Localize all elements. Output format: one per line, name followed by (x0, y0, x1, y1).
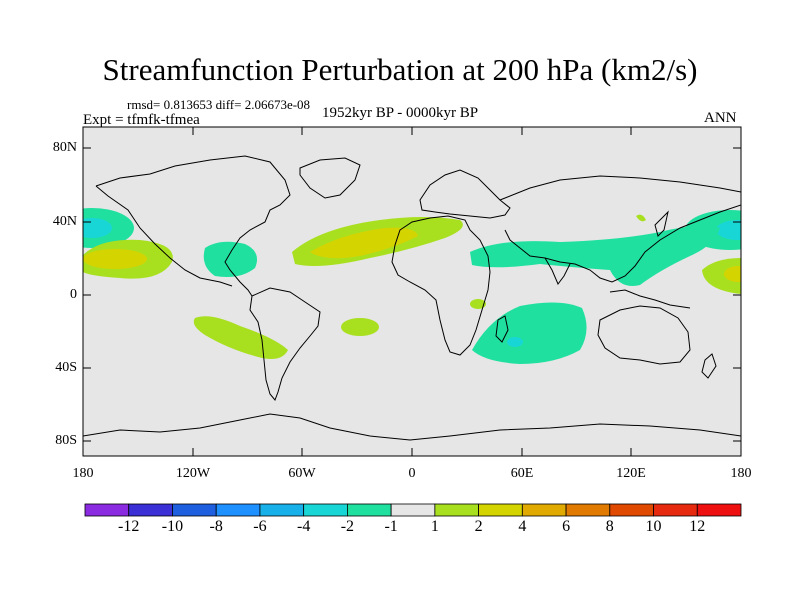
colorbar-swatch (346, 503, 392, 517)
new-zealand (701, 353, 717, 379)
colorbar-label: 12 (689, 518, 706, 535)
india (544, 257, 571, 285)
south-america (249, 287, 321, 401)
lon-label-60w: 60W (288, 466, 316, 481)
e-pacific-positive-core (83, 249, 147, 269)
colorbar-swatch (84, 503, 130, 517)
colorbar-label: -8 (209, 518, 223, 535)
colorbar-swatch (653, 503, 698, 517)
colorbar-swatch (565, 503, 611, 517)
lon-label-60e: 60E (510, 466, 534, 481)
ne-pacific-negative-core (83, 218, 112, 238)
plot-title: Streamfunction Perturbation at 200 hPa (… (102, 52, 698, 87)
colorbar-label: -4 (296, 518, 311, 535)
axis-ticks (82, 127, 742, 456)
lat-label-0: 0 (70, 287, 77, 302)
colorbar-swatch (172, 503, 217, 517)
europe (419, 169, 511, 219)
north-america-west-coast (95, 185, 233, 287)
colorbar-label: 10 (645, 518, 662, 535)
n-atlantic-positive-core (310, 227, 418, 259)
contour-fields (83, 155, 741, 441)
colorbar-swatch (259, 503, 305, 517)
colorbar-label: 1 (430, 518, 439, 535)
season-label: ANN (704, 110, 737, 126)
s-indian-negative (472, 302, 587, 364)
lat-label-80n: 80N (52, 140, 77, 155)
colorbar-swatch (303, 503, 348, 517)
lon-label-120w: 120W (175, 466, 211, 481)
colorbar-label: -10 (161, 518, 184, 535)
w-pacific-negative-core (716, 220, 741, 240)
colorbar-swatch (434, 503, 480, 517)
asia-negative-band (470, 225, 720, 286)
asia (499, 175, 741, 283)
colorbar-label: 8 (605, 518, 614, 535)
s-indian-negative-core (507, 337, 523, 347)
greenland (299, 157, 361, 199)
maritime-se-asia (609, 289, 691, 309)
colorbar-swatch (478, 503, 523, 517)
coastlines (83, 155, 741, 441)
colorbar-label: 2 (474, 518, 483, 535)
lat-label-40n: 40N (52, 214, 77, 229)
s-atlantic-positive (341, 318, 379, 336)
lon-label-180e: 180 (730, 466, 752, 481)
colorbar-swatch (609, 503, 654, 517)
caribbean-negative (203, 241, 258, 277)
lat-label-40s: 40S (55, 360, 77, 375)
lon-label-0: 0 (408, 466, 416, 481)
colorbar-label: -6 (253, 518, 267, 535)
period-label: 1952kyr BP - 0000kyr BP (322, 105, 479, 121)
north-america-coast (95, 155, 291, 297)
colorbar-swatch (215, 503, 261, 517)
experiment-label: Expt = tfmfk-tfmea (83, 112, 200, 128)
colorbar (84, 503, 742, 517)
colorbar-label: 6 (562, 518, 571, 535)
africa (391, 215, 491, 356)
colorbar-label: -1 (384, 518, 398, 535)
colorbar-label: 4 (518, 518, 527, 535)
colorbar-label: -2 (340, 518, 355, 535)
australia (597, 305, 691, 365)
colorbar-swatch (128, 503, 173, 517)
lon-label-180w: 180 (72, 466, 94, 481)
lat-label-80s: 80S (55, 433, 77, 448)
e-africa-positive (470, 299, 486, 309)
japan (654, 210, 669, 237)
stats-text: rmsd= 0.813653 diff= 2.06673e-08 (127, 97, 311, 112)
japan-positive (636, 214, 646, 222)
antarctica (83, 413, 741, 441)
colorbar-swatch (696, 503, 742, 517)
colorbar-swatch (390, 503, 436, 517)
colorbar-swatch (521, 503, 567, 517)
map-background (83, 127, 741, 456)
colorbar-label: -12 (118, 518, 140, 535)
central-pacific-positive-core (724, 266, 741, 282)
se-pacific-positive (193, 316, 288, 359)
lon-label-120e: 120E (616, 466, 646, 481)
madagascar (495, 315, 509, 343)
